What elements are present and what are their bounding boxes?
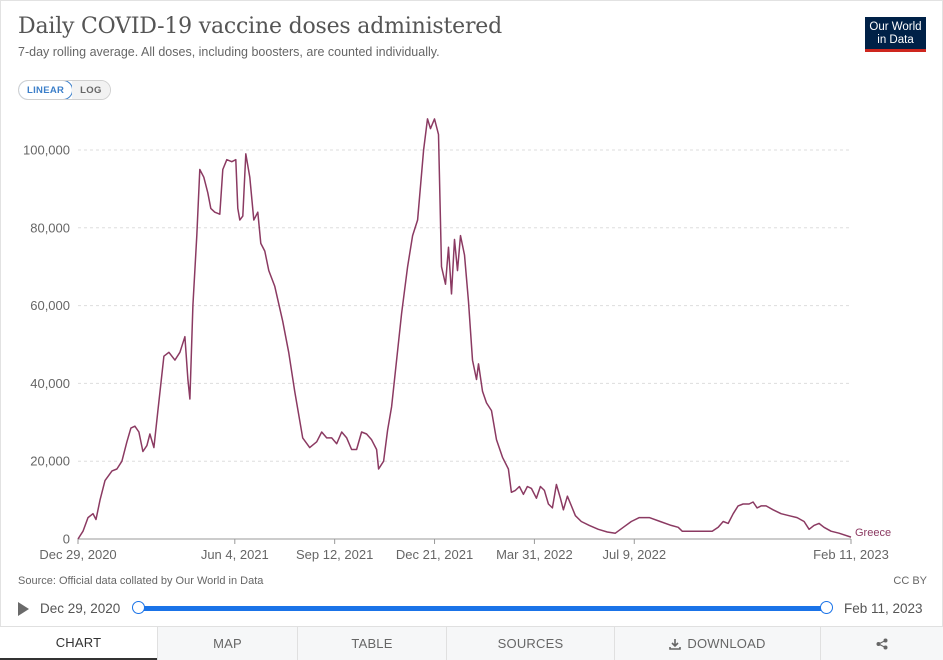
x-tick-label: Dec 21, 2021 <box>396 547 473 562</box>
series-layer: Greece <box>77 118 891 540</box>
owid-logo[interactable]: Our World in Data <box>865 17 926 52</box>
tab-table[interactable]: TABLE <box>297 627 446 660</box>
tab-bar: CHART MAP TABLE SOURCES DOWNLOAD <box>0 626 943 660</box>
play-icon[interactable] <box>18 602 29 616</box>
x-axis: Dec 29, 2020 Jun 4, 2021 Sep 12, 2021 Dec 2… <box>39 539 889 562</box>
tab-map[interactable]: MAP <box>157 627 297 660</box>
series-line-greece <box>77 118 852 540</box>
download-icon <box>669 638 682 650</box>
timeline-start-label: Dec 29, 2020 <box>40 601 121 616</box>
y-tick-label: 20,000 <box>30 454 70 469</box>
y-tick-label: 40,000 <box>30 376 70 391</box>
timeline-end-handle[interactable] <box>820 601 833 614</box>
license-link[interactable]: CC BY <box>893 575 927 587</box>
y-tick-label: 60,000 <box>30 298 70 313</box>
x-tick-label: Mar 31, 2022 <box>496 547 573 562</box>
timeline-start-handle[interactable] <box>132 601 145 614</box>
timeline: Dec 29, 2020 Feb 11, 2023 <box>18 598 928 620</box>
tab-sources[interactable]: SOURCES <box>446 627 614 660</box>
timeline-track[interactable] <box>139 606 827 611</box>
y-tick-label: 0 <box>63 532 70 547</box>
series-label-greece: Greece <box>855 527 891 539</box>
download-label: DOWNLOAD <box>687 636 766 651</box>
chart-title: Daily COVID-19 vaccine doses administere… <box>18 14 502 39</box>
x-tick-label: Jul 9, 2022 <box>602 547 666 562</box>
y-tick-label: 80,000 <box>30 220 70 235</box>
y-tick-label: 100,000 <box>23 143 70 158</box>
source-note[interactable]: Source: Official data collated by Our Wo… <box>18 575 264 587</box>
tab-share[interactable] <box>820 627 943 660</box>
scale-toggle[interactable]: LINEAR LOG <box>18 80 111 100</box>
timeline-end-label: Feb 11, 2023 <box>844 601 923 616</box>
line-chart: 0 20,000 40,000 60,000 80,000 100,000 Dec 29,… <box>23 118 891 562</box>
log-scale-button[interactable]: LOG <box>72 81 110 99</box>
y-axis-tick-labels: 0 20,000 40,000 60,000 80,000 100,000 <box>23 143 70 547</box>
chart-subtitle: 7-day rolling average. All doses, includ… <box>18 45 440 59</box>
x-tick-label: Feb 11, 2023 <box>813 547 889 562</box>
share-icon <box>876 638 888 649</box>
x-tick-label: Sep 12, 2021 <box>296 547 373 562</box>
logo-line-2: in Data <box>877 34 914 46</box>
logo-line-1: Our World <box>869 21 922 33</box>
tab-chart[interactable]: CHART <box>0 627 157 660</box>
tab-download[interactable]: DOWNLOAD <box>614 627 820 660</box>
gridlines <box>78 149 851 540</box>
x-tick-label: Dec 29, 2020 <box>39 547 116 562</box>
logo-accent-bar <box>865 49 926 52</box>
x-tick-label: Jun 4, 2021 <box>201 547 269 562</box>
